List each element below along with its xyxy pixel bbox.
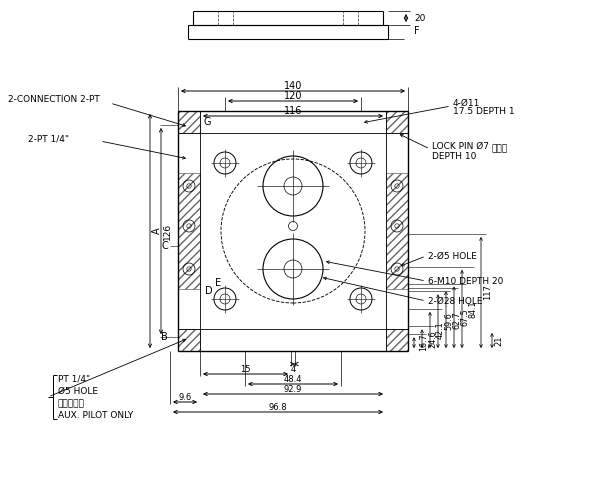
Text: 116: 116	[284, 106, 302, 116]
Bar	[386, 173, 408, 289]
Text: 84.1: 84.1	[468, 300, 477, 318]
Text: 117: 117	[483, 284, 492, 300]
Text: 2-CONNECTION 2-PT: 2-CONNECTION 2-PT	[8, 94, 100, 103]
Bar	[178, 111, 200, 133]
Text: F: F	[414, 26, 419, 36]
Text: 輔助引導孔: 輔助引導孔	[58, 400, 85, 409]
Text: 59.6: 59.6	[444, 312, 453, 330]
Text: 120: 120	[284, 91, 302, 101]
Text: 126: 126	[163, 223, 172, 240]
Text: 2-Ø28 HOLE: 2-Ø28 HOLE	[428, 296, 483, 305]
Bar	[178, 173, 200, 289]
Text: Ø5 HOLE: Ø5 HOLE	[58, 387, 98, 396]
Text: 6-M10 DEPTH 20: 6-M10 DEPTH 20	[428, 276, 503, 285]
Text: 4: 4	[290, 364, 296, 373]
Text: 2-Ø5 HOLE: 2-Ø5 HOLE	[428, 251, 477, 260]
Text: 固定稍: 固定稍	[492, 145, 508, 154]
Text: 9.6: 9.6	[178, 393, 192, 402]
Text: A: A	[152, 228, 162, 235]
Text: 16.7: 16.7	[419, 334, 428, 351]
Text: D: D	[205, 286, 213, 296]
Text: PT 1/4": PT 1/4"	[58, 375, 90, 384]
Text: B: B	[161, 332, 168, 342]
Text: AUX. PILOT ONLY: AUX. PILOT ONLY	[58, 412, 133, 421]
Bar	[386, 111, 408, 133]
Text: 20: 20	[414, 13, 425, 22]
Bar	[386, 329, 408, 351]
Text: LOCK PIN Ø7: LOCK PIN Ø7	[432, 142, 489, 151]
Text: 48.4: 48.4	[284, 375, 302, 384]
Text: DEPTH 10: DEPTH 10	[432, 152, 476, 161]
Text: 67.5: 67.5	[460, 308, 469, 326]
Text: E: E	[215, 278, 221, 288]
Text: 62.7: 62.7	[452, 311, 461, 328]
Text: 2-PT 1/4": 2-PT 1/4"	[28, 135, 69, 144]
Text: 15: 15	[240, 364, 251, 373]
Text: 21: 21	[494, 335, 503, 346]
Text: 96.8: 96.8	[268, 403, 287, 412]
Bar	[178, 329, 200, 351]
Text: 17.5 DEPTH 1: 17.5 DEPTH 1	[453, 106, 514, 115]
Text: 140: 140	[284, 81, 302, 91]
Text: 4-Ø11: 4-Ø11	[453, 98, 480, 107]
Text: 42.1: 42.1	[436, 321, 445, 339]
Text: 92.9: 92.9	[284, 385, 302, 394]
Text: G: G	[203, 117, 211, 127]
Text: 24.6: 24.6	[428, 330, 437, 347]
Text: C: C	[161, 241, 168, 251]
